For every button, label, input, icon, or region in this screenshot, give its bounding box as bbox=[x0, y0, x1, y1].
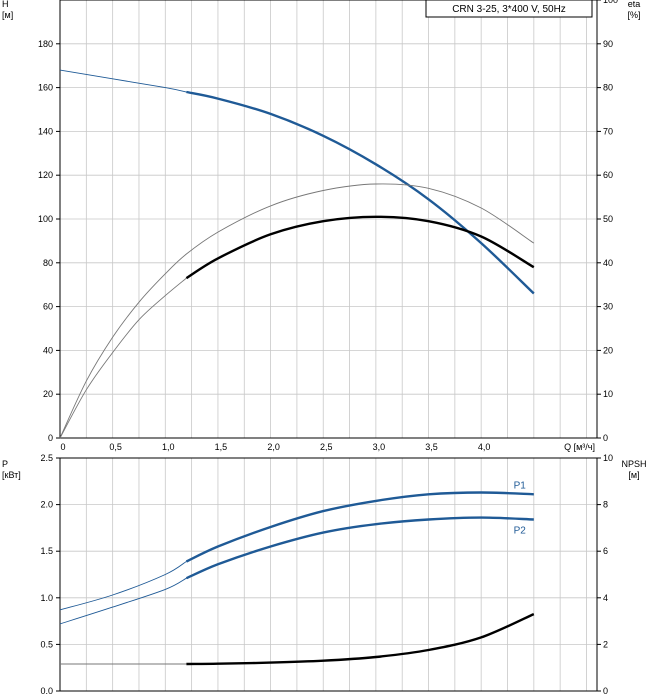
y-left-tick-label: 140 bbox=[38, 126, 53, 136]
series-line-p1 bbox=[185, 491, 534, 563]
y-right-tick-label: 80 bbox=[603, 83, 613, 93]
y-left-tick-label: 180 bbox=[38, 39, 53, 49]
x-tick-label: 1,0 bbox=[162, 442, 175, 452]
y-right-tick-label: 90 bbox=[603, 39, 613, 49]
series-line-thin-p2 bbox=[59, 577, 187, 625]
x-tick-label: 2,0 bbox=[267, 442, 280, 452]
x-tick-label: 1,5 bbox=[215, 442, 228, 452]
y-right-tick-label: 10 bbox=[603, 453, 613, 463]
series-line-h bbox=[186, 90, 535, 295]
y-right-tick-label: 40 bbox=[603, 258, 613, 268]
x-axis-label: Q [м³/ч] bbox=[564, 442, 595, 452]
series-line-thin-p1 bbox=[59, 561, 187, 611]
series-line-npsh bbox=[186, 613, 535, 666]
y-left-tick-label: 120 bbox=[38, 170, 53, 180]
y-left-axis-label: P bbox=[2, 459, 8, 469]
y-left-tick-label: 0 bbox=[48, 433, 53, 443]
y-left-tick-label: 80 bbox=[43, 258, 53, 268]
y-right-tick-label: 4 bbox=[603, 593, 608, 603]
y-right-tick-label: 60 bbox=[603, 170, 613, 180]
y-left-tick-label: 100 bbox=[38, 214, 53, 224]
y-right-axis-unit: [%] bbox=[627, 10, 640, 20]
series-line-thin-h bbox=[59, 69, 187, 93]
y-right-axis-label: NPSH bbox=[621, 459, 646, 469]
series-line-eta-pump bbox=[185, 215, 535, 280]
y-right-axis-label: eta bbox=[628, 0, 641, 9]
series-label-p2: P2 bbox=[514, 526, 527, 537]
x-tick-label: 3,5 bbox=[425, 442, 438, 452]
y-right-tick-label: 70 bbox=[603, 126, 613, 136]
series-line-p2 bbox=[185, 516, 534, 580]
y-left-axis-unit: [кВт] bbox=[2, 470, 21, 480]
y-left-tick-label: 1.5 bbox=[40, 546, 53, 556]
y-left-tick-label: 40 bbox=[43, 345, 53, 355]
x-tick-label: 0,5 bbox=[109, 442, 122, 452]
y-left-axis-label: H bbox=[2, 0, 9, 9]
y-right-axis-unit: [м] bbox=[628, 470, 639, 480]
y-left-tick-label: 0.0 bbox=[40, 686, 53, 696]
y-right-tick-label: 0 bbox=[603, 433, 608, 443]
y-left-tick-label: 2.5 bbox=[40, 453, 53, 463]
y-left-tick-label: 20 bbox=[43, 389, 53, 399]
x-tick-label: 4,0 bbox=[478, 442, 491, 452]
x-tick-label: 2,5 bbox=[320, 442, 333, 452]
legend-box-text: CRN 3-25, 3*400 V, 50Hz bbox=[452, 4, 566, 15]
y-right-tick-label: 0 bbox=[603, 686, 608, 696]
y-right-tick-label: 8 bbox=[603, 500, 608, 510]
y-left-axis-unit: [м] bbox=[2, 10, 13, 20]
x-tick-label: 3,0 bbox=[373, 442, 386, 452]
y-right-tick-label: 6 bbox=[603, 546, 608, 556]
legend-box bbox=[425, 0, 593, 18]
y-right-tick-label: 30 bbox=[603, 302, 613, 312]
x-tick-label: 0 bbox=[60, 442, 65, 452]
series-line-thin-eta-pump bbox=[59, 277, 187, 439]
y-right-tick-label: 2 bbox=[603, 639, 608, 649]
y-left-tick-label: 60 bbox=[43, 302, 53, 312]
series-line-thin-eta-total bbox=[59, 183, 535, 439]
y-right-tick-label: 10 bbox=[603, 389, 613, 399]
y-right-tick-label: 20 bbox=[603, 345, 613, 355]
y-left-tick-label: 2.0 bbox=[40, 500, 53, 510]
y-left-tick-label: 160 bbox=[38, 83, 53, 93]
plot-frame bbox=[59, 457, 598, 692]
y-left-tick-label: 1.0 bbox=[40, 593, 53, 603]
y-left-tick-label: 0.5 bbox=[40, 639, 53, 649]
series-label-p1: P1 bbox=[514, 480, 527, 491]
y-right-tick-label: 100 bbox=[603, 0, 618, 5]
y-right-tick-label: 50 bbox=[603, 214, 613, 224]
